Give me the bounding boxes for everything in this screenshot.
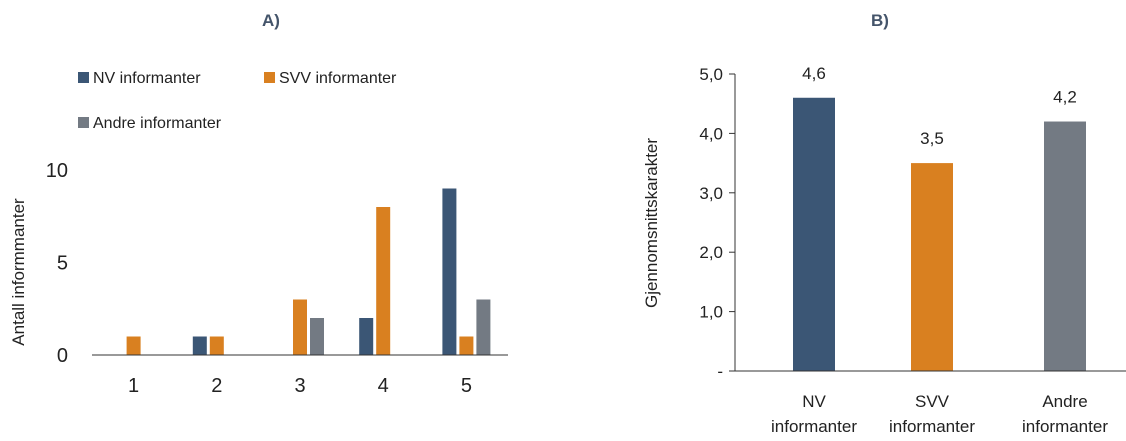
chart-b-ytick: 1,0	[699, 303, 723, 322]
bar-nv-2	[192, 336, 207, 355]
chart-b-xtick: informanter	[1022, 417, 1108, 436]
chart-b-data-labels: 4,6 3,5 4,2	[802, 64, 1077, 148]
bar-svv-1	[126, 336, 141, 355]
data-label-nv: 4,6	[802, 64, 826, 83]
bar-nv-5	[442, 188, 457, 355]
bar-svv-avg	[911, 163, 953, 371]
chart-b-xtick: NV	[802, 392, 826, 411]
chart-b-title: B)	[871, 11, 889, 30]
chart-b-ytick: 3,0	[699, 184, 723, 203]
data-label-andre: 4,2	[1053, 88, 1077, 107]
bar-svv-4	[376, 207, 391, 355]
chart-a-title: A)	[262, 11, 280, 30]
chart-a-xtick: 5	[461, 375, 472, 397]
bar-andre-3	[310, 318, 324, 355]
bar-svv-2	[209, 336, 224, 355]
chart-b-ytick: 2,0	[699, 243, 723, 262]
chart-a-xtick: 4	[378, 375, 389, 397]
chart-b-ytick: -	[717, 362, 723, 381]
chart-a-ytick: 5	[57, 253, 68, 275]
chart-b-xtick: Andre	[1042, 392, 1087, 411]
chart-a-xtick: 2	[211, 375, 222, 397]
chart-b-xtick: informanter	[889, 417, 975, 436]
chart-a-ytick: 0	[57, 345, 68, 367]
chart-a-yaxis: 0 5 10	[46, 160, 68, 367]
chart-a-ytick: 10	[46, 160, 68, 182]
bar-nv-4	[359, 318, 374, 355]
chart-b-ytick: 5,0	[699, 65, 723, 84]
bar-andre-avg	[1044, 121, 1086, 372]
legend-andre-label: Andre informanter	[93, 115, 222, 132]
chart-b-bars	[793, 97, 1086, 372]
chart-a: A) NV informanter SVV informanter Andre …	[9, 11, 508, 397]
bar-nv-avg	[793, 97, 835, 371]
legend-nv-swatch	[78, 72, 89, 83]
chart-a-xtick: 1	[128, 375, 139, 397]
chart-b-yaxis: - 1,0 2,0 3,0 4,0 5,0	[699, 65, 735, 381]
data-label-svv: 3,5	[920, 129, 944, 148]
chart-b-xtick: informanter	[771, 417, 857, 436]
bar-svv-5	[459, 336, 474, 355]
chart-b: B) Gjennomsnittskarakter - 1,0 2,0 3,0 4,0 5,…	[642, 11, 1126, 436]
legend-svv-swatch	[264, 72, 275, 83]
chart-a-xaxis: 1 2 3 4 5	[128, 375, 472, 397]
chart-a-legend: NV informanter SVV informanter Andre inf…	[78, 70, 397, 132]
bar-andre-5	[476, 299, 491, 355]
bar-svv-3	[293, 299, 307, 355]
chart-a-bars	[126, 188, 491, 355]
legend-andre-swatch	[78, 117, 89, 128]
chart-a-xtick: 3	[294, 375, 305, 397]
chart-b-ytick: 4,0	[699, 124, 723, 143]
chart-b-xtick: SVV	[915, 392, 950, 411]
chart-b-ylabel: Gjennomsnittskarakter	[642, 138, 661, 308]
chart-a-ylabel: Antall informmanter	[9, 198, 28, 346]
legend-svv-label: SVV informanter	[279, 70, 397, 87]
legend-nv-label: NV informanter	[93, 70, 201, 87]
chart-b-xaxis: NV informanter SVV informanter Andre informan…	[771, 392, 1108, 436]
